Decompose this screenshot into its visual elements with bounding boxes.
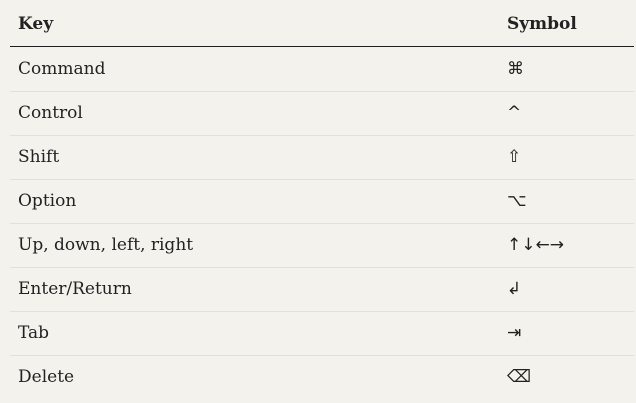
symbol-cell: ↲: [507, 279, 522, 299]
table-row: Shift ⇧: [10, 135, 634, 180]
symbol-cell: ^: [507, 103, 522, 123]
header-symbol: Symbol: [507, 14, 577, 34]
key-cell: Enter/Return: [18, 279, 132, 299]
symbol-cell: ↑↓←→: [507, 235, 564, 255]
key-cell: Tab: [18, 323, 50, 343]
key-cell: Shift: [18, 147, 60, 167]
key-cell: Control: [18, 103, 83, 123]
key-cell: Up, down, left, right: [18, 235, 194, 255]
key-cell: Option: [18, 191, 77, 211]
symbol-cell: ⌥: [507, 191, 527, 211]
symbol-cell: ⇧: [507, 147, 522, 167]
table-row: Up, down, left, right ↑↓←→: [10, 223, 634, 268]
table-row: Command ⌘: [10, 47, 634, 92]
table-row: Enter/Return ↲: [10, 267, 634, 312]
key-cell: Command: [18, 59, 106, 79]
header-key: Key: [18, 14, 54, 34]
table-row: Tab ⇥: [10, 311, 634, 356]
symbol-cell: ⌫: [507, 367, 532, 387]
table-row: Option ⌥: [10, 179, 634, 224]
table-row: Control ^: [10, 91, 634, 136]
table-header-row: Key Symbol: [10, 0, 634, 47]
symbol-cell: ⇥: [507, 323, 522, 343]
key-cell: Delete: [18, 367, 75, 387]
table-row: Delete ⌫: [10, 355, 634, 399]
symbol-cell: ⌘: [507, 59, 524, 79]
